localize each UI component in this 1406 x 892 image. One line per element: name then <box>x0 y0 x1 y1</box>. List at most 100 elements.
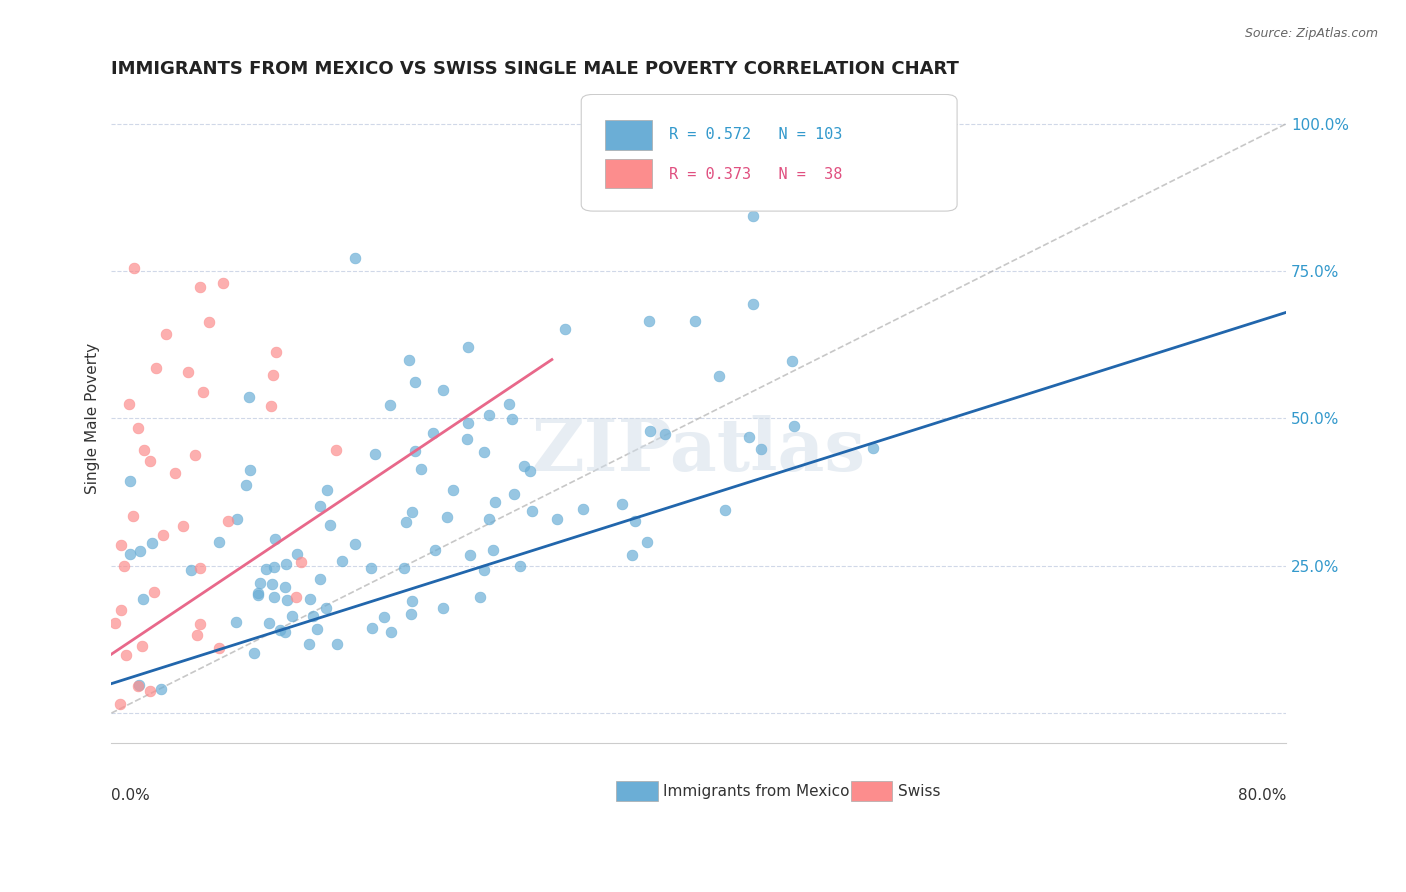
Point <box>163 466 186 480</box>
Point <box>260 399 283 413</box>
Point <box>262 368 284 382</box>
Point <box>285 590 308 604</box>
Point <box>457 340 479 354</box>
Point <box>319 518 342 533</box>
Point <box>180 563 202 577</box>
Point <box>269 624 291 638</box>
Point <box>280 608 302 623</box>
Point <box>128 677 150 691</box>
Point <box>436 510 458 524</box>
Point <box>188 560 211 574</box>
Point <box>520 504 543 518</box>
Point <box>360 621 382 635</box>
Point <box>134 442 156 457</box>
Point <box>394 561 416 575</box>
Point <box>257 615 280 630</box>
Point <box>509 559 531 574</box>
Point <box>122 508 145 523</box>
Point <box>260 577 283 591</box>
Point <box>360 561 382 575</box>
FancyBboxPatch shape <box>852 781 893 801</box>
Point <box>432 383 454 397</box>
Point <box>149 681 172 696</box>
Point <box>188 616 211 631</box>
Point <box>519 464 541 478</box>
Point <box>276 557 298 571</box>
Point <box>404 375 426 389</box>
Point <box>108 697 131 711</box>
Point <box>184 448 207 462</box>
Point <box>783 418 806 433</box>
Point <box>513 459 536 474</box>
Point <box>239 463 262 477</box>
Point <box>380 624 402 639</box>
Point <box>297 637 319 651</box>
FancyBboxPatch shape <box>605 120 652 150</box>
Point <box>198 314 221 328</box>
Point <box>478 511 501 525</box>
Point <box>443 483 465 498</box>
Point <box>114 648 136 663</box>
Point <box>308 572 330 586</box>
Point <box>120 547 142 561</box>
Point <box>264 345 287 359</box>
Point <box>398 353 420 368</box>
Point <box>225 615 247 629</box>
Point <box>263 591 285 605</box>
Point <box>127 420 149 434</box>
Text: IMMIGRANTS FROM MEXICO VS SWISS SINGLE MALE POVERTY CORRELATION CHART: IMMIGRANTS FROM MEXICO VS SWISS SINGLE M… <box>111 60 959 78</box>
Point <box>498 397 520 411</box>
Point <box>141 535 163 549</box>
Point <box>188 279 211 293</box>
Point <box>118 475 141 489</box>
Point <box>654 426 676 441</box>
Point <box>503 487 526 501</box>
Point <box>122 260 145 275</box>
Point <box>546 512 568 526</box>
Point <box>401 505 423 519</box>
Point <box>862 442 884 456</box>
Point <box>264 533 287 547</box>
Point <box>741 210 763 224</box>
Point <box>104 616 127 631</box>
Point <box>330 554 353 568</box>
Point <box>404 443 426 458</box>
Point <box>709 369 731 384</box>
Point <box>211 277 233 291</box>
Point <box>217 514 239 528</box>
Point <box>145 360 167 375</box>
Point <box>110 538 132 552</box>
Text: ZIPatlas: ZIPatlas <box>531 416 866 486</box>
Point <box>274 580 297 594</box>
Point <box>276 592 298 607</box>
Point <box>315 601 337 615</box>
Point <box>316 483 339 497</box>
Point <box>554 322 576 336</box>
Point <box>249 576 271 591</box>
Text: 80.0%: 80.0% <box>1237 788 1286 803</box>
Point <box>307 622 329 636</box>
Text: Swiss: Swiss <box>898 784 941 798</box>
Point <box>110 603 132 617</box>
Point <box>636 535 658 549</box>
Point <box>456 432 478 446</box>
Point <box>472 563 495 577</box>
Point <box>481 543 503 558</box>
Point <box>364 447 387 461</box>
Point <box>378 398 401 412</box>
Point <box>749 442 772 457</box>
Point <box>395 515 418 529</box>
Point <box>263 560 285 574</box>
Point <box>254 562 277 576</box>
Point <box>325 443 347 458</box>
Point <box>572 501 595 516</box>
FancyBboxPatch shape <box>616 781 658 801</box>
Text: R = 0.572   N = 103: R = 0.572 N = 103 <box>669 128 842 142</box>
Point <box>128 544 150 558</box>
Point <box>478 408 501 422</box>
Point <box>741 297 763 311</box>
Point <box>501 412 523 426</box>
Point <box>155 326 177 341</box>
Point <box>285 547 308 561</box>
Point <box>235 478 257 492</box>
